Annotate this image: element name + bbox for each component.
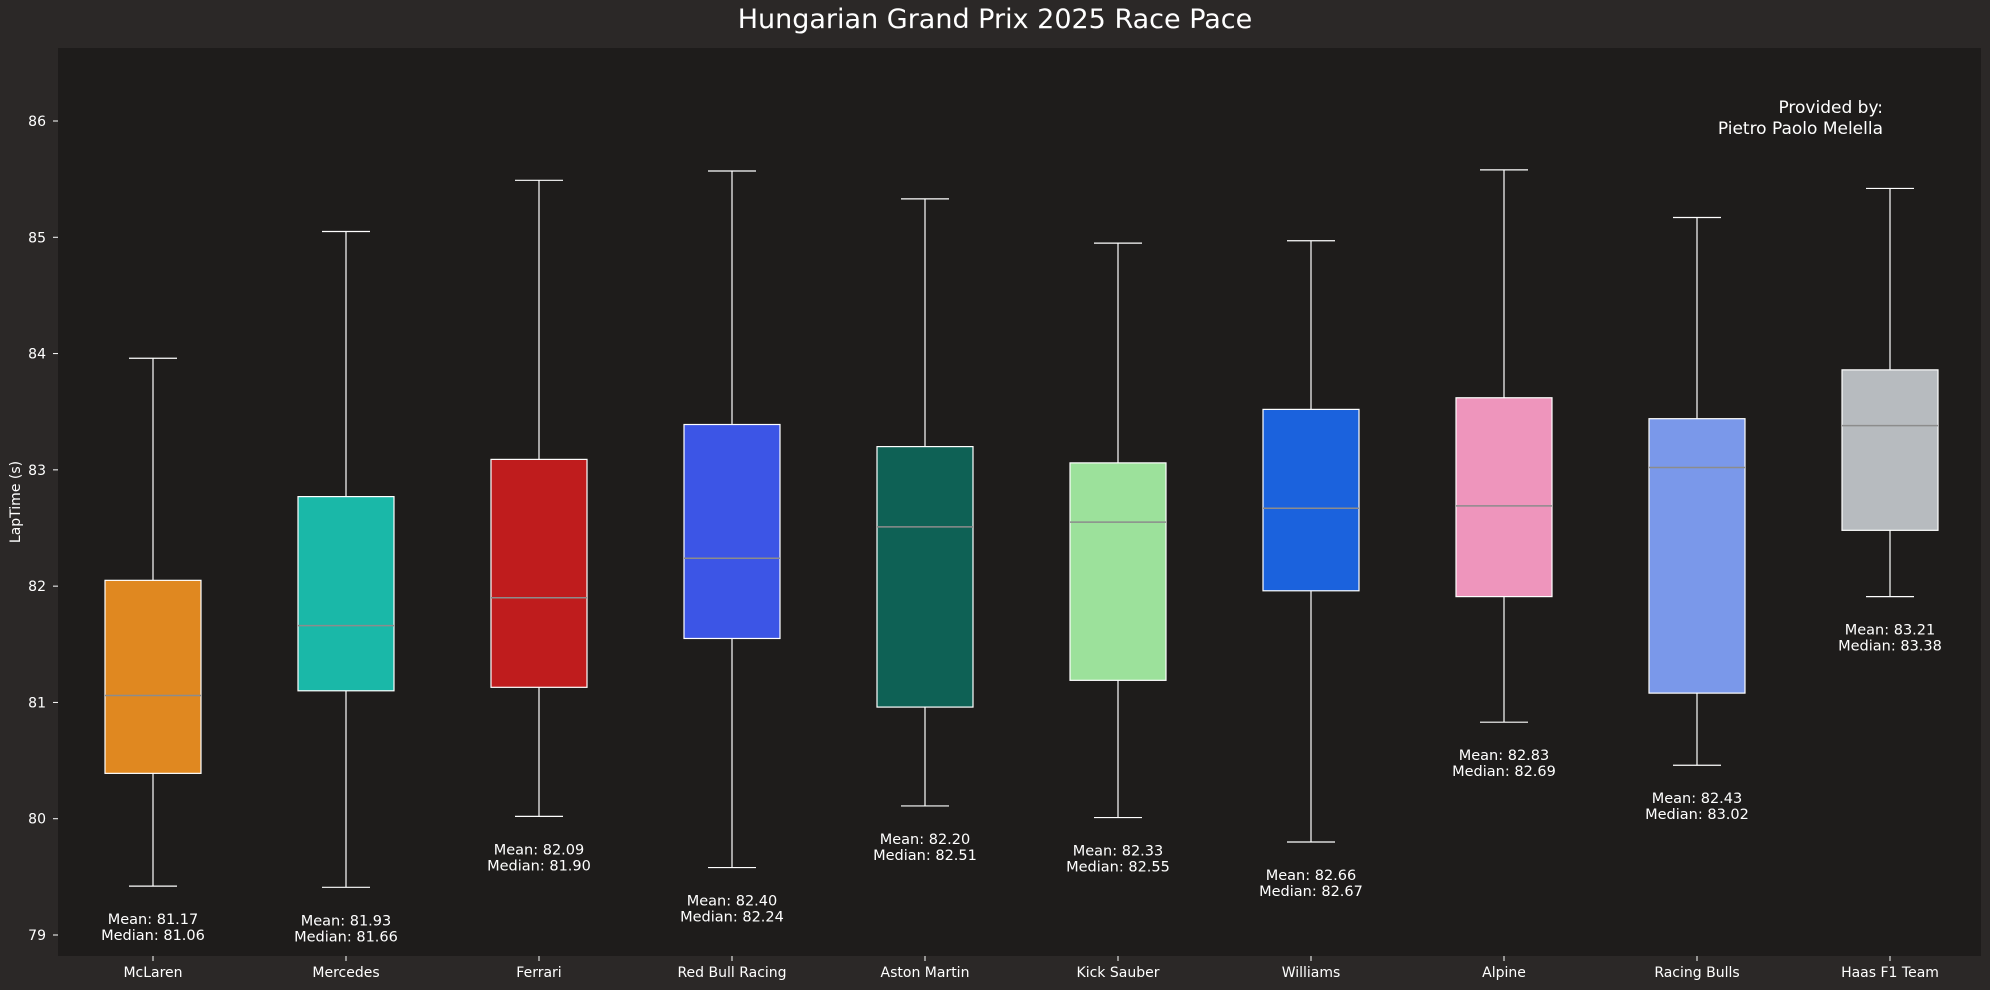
mean-annotation: Mean: 82.43 [1652, 791, 1743, 807]
box-iqr [1069, 462, 1167, 681]
median-annotation: Median: 82.51 [873, 848, 977, 864]
x-tick-label: Alpine [1482, 965, 1526, 981]
y-tick-label: 79 [28, 928, 46, 944]
chart-title: Hungarian Grand Prix 2025 Race Pace [737, 4, 1253, 35]
median-annotation: Median: 82.69 [1452, 764, 1556, 780]
y-tick-label: 80 [28, 812, 46, 828]
box-iqr [104, 579, 202, 774]
y-tick-label: 82 [28, 579, 46, 595]
x-tick-label: Williams [1282, 965, 1341, 981]
box-iqr [490, 458, 588, 688]
median-annotation: Median: 82.24 [680, 910, 784, 926]
box-iqr [876, 446, 974, 708]
y-tick-label: 85 [28, 230, 46, 246]
box-iqr [1648, 418, 1746, 694]
mean-annotation: Mean: 82.83 [1459, 748, 1550, 764]
mean-annotation: Mean: 81.17 [108, 912, 199, 928]
y-axis: 79 80 81 82 83 84 85 86 [28, 114, 58, 944]
x-tick-label: Racing Bulls [1654, 965, 1739, 981]
median-annotation: Median: 83.02 [1645, 807, 1749, 823]
box-iqr [683, 423, 781, 640]
x-tick-label: Mercedes [312, 965, 379, 981]
x-tick-label: Red Bull Racing [677, 965, 786, 981]
median-annotation: Median: 82.55 [1066, 860, 1170, 876]
mean-annotation: Mean: 82.20 [880, 832, 971, 848]
credit-line-1: Provided by: [1778, 98, 1883, 118]
x-tick-label: Ferrari [516, 965, 561, 981]
y-tick-label: 83 [28, 463, 46, 479]
credit-line-2: Pietro Paolo Melella [1718, 119, 1883, 139]
box-iqr [1262, 408, 1360, 592]
mean-annotation: Mean: 82.33 [1073, 844, 1164, 860]
median-annotation: Median: 81.66 [294, 929, 398, 945]
x-axis: McLaren Mercedes Ferrari Red Bull Racing Ast… [123, 956, 1939, 981]
x-tick-label: Aston Martin [881, 965, 970, 981]
mean-annotation: Mean: 82.09 [494, 842, 585, 858]
median-annotation: Median: 83.38 [1838, 639, 1942, 655]
box-iqr [1841, 369, 1939, 531]
mean-annotation: Mean: 82.66 [1266, 868, 1357, 884]
box-iqr [297, 496, 395, 692]
mean-annotation: Mean: 82.40 [687, 894, 778, 910]
x-tick-label: Kick Sauber [1077, 965, 1160, 981]
mean-annotation: Mean: 81.93 [301, 913, 392, 929]
median-annotation: Median: 82.67 [1259, 884, 1363, 900]
y-tick-label: 81 [28, 695, 46, 711]
x-tick-label: Haas F1 Team [1841, 965, 1939, 981]
median-annotation: Median: 81.06 [101, 928, 205, 944]
y-tick-label: 84 [28, 347, 46, 363]
median-annotation: Median: 81.90 [487, 858, 591, 874]
y-axis-label: LapTime (s) [8, 461, 24, 543]
mean-annotation: Mean: 83.21 [1845, 623, 1936, 639]
box-iqr [1455, 397, 1553, 598]
x-tick-label: McLaren [123, 965, 182, 981]
y-tick-label: 86 [28, 114, 46, 130]
